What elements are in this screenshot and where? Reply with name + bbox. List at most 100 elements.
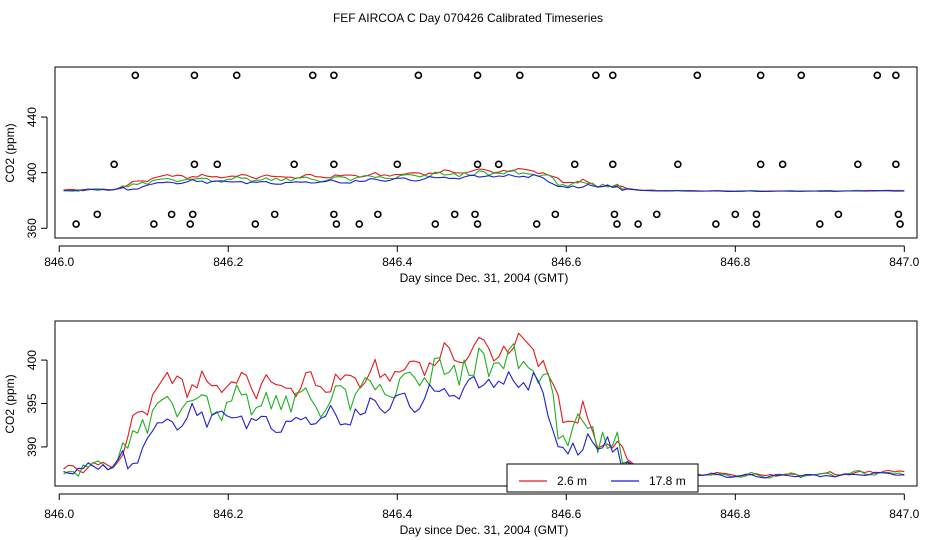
- top-scatter-point: [308, 71, 317, 80]
- top-scatter-point: [778, 160, 787, 169]
- top-scatter-point: [570, 160, 579, 169]
- top-scatter-point: [608, 160, 617, 169]
- bottom-y-tick-label: 390: [25, 437, 39, 457]
- top-scatter-point: [873, 71, 882, 80]
- top-scatter-point: [186, 220, 195, 228]
- top-scatter-point: [712, 220, 720, 228]
- legend-box: [506, 463, 699, 493]
- bottom-axes: 846.0 846.2 846.4 846.6 846.8 847.0 390 395 400: [25, 350, 920, 521]
- top-scatter-point: [752, 220, 761, 228]
- bottom-plot-frame: [54, 320, 918, 487]
- top-scatter-point: [251, 220, 260, 228]
- top-x-tick-label: 846.2: [213, 255, 243, 269]
- bottom-x-tick-label: 846.6: [551, 507, 581, 521]
- legend: 2.6 m 17.8 m: [506, 463, 699, 493]
- top-scatter-point: [752, 210, 761, 219]
- top-x-tick-label: 846.4: [382, 255, 412, 269]
- top-scatter-point: [892, 160, 900, 169]
- top-scatter-point: [892, 71, 900, 80]
- top-scatter-point: [330, 160, 338, 169]
- top-scatter-point: [72, 220, 80, 228]
- top-scatter-point: [332, 220, 341, 228]
- top-scatter-point: [532, 220, 541, 228]
- top-scatter-point: [330, 71, 338, 80]
- top-series-blue-line: [63, 173, 905, 193]
- top-scatter-point: [167, 210, 176, 219]
- top-axes: 846.0 846.2 846.4 846.6 846.8 847.0 360 400 440: [25, 107, 920, 269]
- top-scatter-point: [150, 220, 158, 228]
- top-scatter-point: [213, 160, 222, 169]
- bottom-series-red-line: [63, 332, 905, 477]
- top-scatter-point: [473, 71, 482, 80]
- bottom-x-tick-label: 846.2: [213, 507, 243, 521]
- bottom-y-tick-label: 400: [25, 350, 39, 370]
- top-scatter-point: [551, 210, 560, 219]
- top-scatter-point: [393, 160, 402, 169]
- bottom-data-marks: [63, 332, 905, 479]
- top-y-tick-label: 400: [25, 162, 39, 182]
- top-scatter-point: [797, 71, 806, 80]
- top-scatter-point: [592, 71, 600, 80]
- top-scatter-point: [330, 210, 338, 219]
- top-scatter-point: [756, 71, 765, 80]
- top-scatter-point: [494, 160, 503, 169]
- bottom-y-axis-label: CO2 (ppm): [3, 374, 17, 433]
- top-scatter-point: [756, 160, 765, 169]
- top-scatter-point: [270, 210, 279, 219]
- bottom-x-tick-label: 846.8: [720, 507, 750, 521]
- top-scatter-point: [190, 160, 199, 169]
- top-scatter-point: [473, 160, 482, 169]
- top-scatter-point: [652, 210, 661, 219]
- top-scatter-point: [731, 210, 740, 219]
- top-data-marks: [63, 71, 905, 228]
- bottom-x-tick-label: 846.0: [44, 507, 74, 521]
- top-scatter-point: [634, 220, 642, 228]
- top-x-tick-label: 847.0: [889, 255, 919, 269]
- top-scatter-point: [131, 71, 140, 80]
- top-scatter-point: [473, 220, 482, 228]
- top-y-axis-label: CO2 (ppm): [3, 123, 17, 182]
- top-scatter-point: [414, 71, 423, 80]
- top-x-tick-label: 846.0: [44, 255, 74, 269]
- top-scatter-point: [190, 71, 199, 80]
- bottom-x-tick-label: 846.4: [382, 507, 412, 521]
- bottom-y-tick-label: 395: [25, 393, 39, 413]
- bottom-x-axis-label: Day since Dec. 31, 2004 (GMT): [400, 523, 569, 537]
- top-scatter-point: [693, 71, 702, 80]
- top-scatter-point: [431, 220, 440, 228]
- top-scatter-point: [93, 210, 102, 219]
- top-scatter-point: [610, 210, 619, 219]
- top-scatter-point: [894, 210, 903, 219]
- legend-label-17-8m: 17.8 m: [649, 474, 686, 488]
- top-scatter-point: [816, 220, 824, 228]
- top-scatter-point: [896, 220, 904, 228]
- top-scatter-point: [232, 71, 241, 80]
- top-scatter-point: [613, 220, 621, 228]
- bottom-x-tick-label: 847.0: [889, 507, 919, 521]
- top-y-tick-label: 360: [25, 218, 39, 238]
- top-scatter-point: [608, 71, 617, 80]
- top-plot-frame: [54, 66, 918, 239]
- top-scatter-point: [471, 210, 479, 219]
- legend-label-2-6m: 2.6 m: [557, 474, 587, 488]
- top-scatter-point: [188, 210, 197, 219]
- top-scatter-point: [516, 71, 524, 80]
- top-x-tick-label: 846.6: [551, 255, 581, 269]
- chart-title: FEF AIRCOA C Day 070426 Calibrated Times…: [333, 11, 603, 25]
- bottom-panel: 846.0 846.2 846.4 846.6 846.8 847.0390395400 …: [3, 320, 920, 537]
- bottom-series-green-line: [63, 343, 905, 479]
- top-scatter-point: [374, 210, 382, 219]
- top-scatter-point: [110, 160, 118, 169]
- top-scatter-point: [854, 160, 862, 169]
- top-panel: 846.0 846.2 846.4 846.6 846.8 847.0360400440 …: [3, 66, 920, 285]
- top-x-tick-label: 846.8: [720, 255, 750, 269]
- top-x-axis-label: Day since Dec. 31, 2004 (GMT): [400, 271, 569, 285]
- top-scatter-point: [834, 210, 843, 219]
- top-scatter-point: [450, 210, 459, 219]
- top-scatter-point: [674, 160, 682, 169]
- bottom-series-blue-line: [63, 371, 905, 479]
- top-scatter-point: [290, 160, 298, 169]
- top-scatter-point: [355, 220, 364, 228]
- top-y-tick-label: 440: [25, 107, 39, 127]
